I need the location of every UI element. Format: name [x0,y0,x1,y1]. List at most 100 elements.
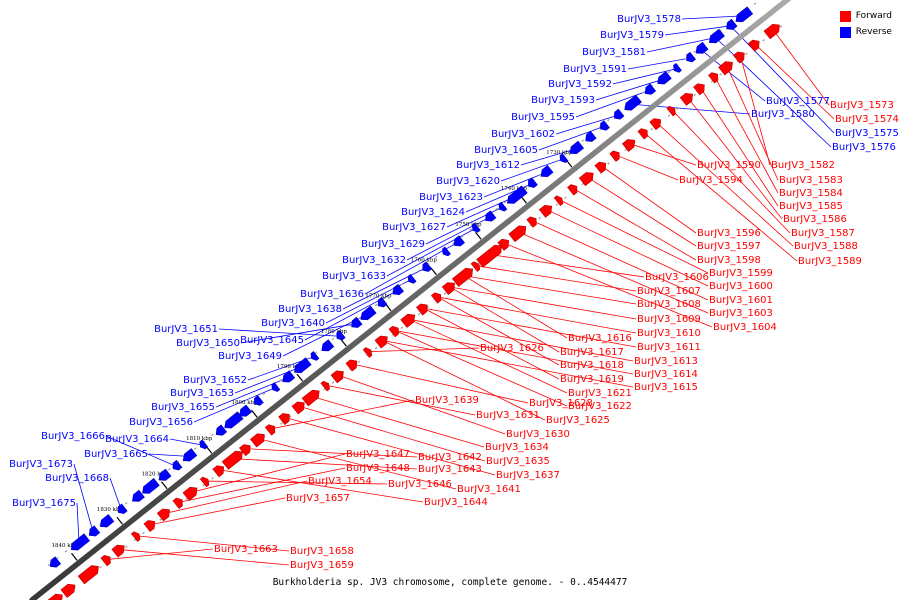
gene-label: BurJV3_1641 [457,484,521,495]
gene-label: BurJV3_1625 [546,415,610,426]
gene-label: BurJV3_1631 [476,410,540,421]
leader-line [409,318,568,394]
reverse-gene-arrow [624,94,642,111]
leader-line [179,467,346,503]
track-marker [280,422,283,425]
reverse-gene-arrow [282,370,296,383]
gene-label: BurJV3_1607 [637,286,701,297]
reverse-gene-arrow [88,525,101,537]
track-marker [443,292,447,295]
leader-line [246,448,418,458]
reverse-gene-arrow [215,424,228,436]
reverse-gene-arrow [392,283,404,295]
tick-label: 1750 kbp [455,222,482,228]
forward-gene-arrow [111,544,125,558]
forward-gene-arrow [538,205,553,218]
forward-gene-arrow [239,444,251,457]
genome-caption: Burkholderia sp. JV3 chromosome, complet… [272,577,628,588]
leader-line [191,453,346,493]
track-marker [719,73,722,76]
gene-label: BurJV3_1650 [176,338,240,349]
forward-gene-arrow [508,225,527,243]
track-marker [47,563,51,567]
reverse-gene-arrow [117,503,128,514]
gene-label: BurJV3_1626 [480,343,544,354]
leader-line [215,377,288,408]
track-marker [478,221,481,224]
gene-label: BurJV3_1635 [486,456,550,467]
leader-line [755,44,835,120]
leader-line [555,115,618,135]
forward-gene-arrow [708,72,719,84]
track-marker [555,159,559,163]
track-marker [142,531,145,535]
leader-line [73,463,94,533]
forward-gene-arrow [345,359,358,372]
tick-mark [296,373,304,382]
forward-gene-arrow [718,61,733,76]
leader-line [627,57,690,70]
leader-line [219,469,424,503]
leader-line [726,66,779,181]
tick-label: 1820 kbp [141,471,168,477]
gene-label: BurJV3_1579 [600,30,664,41]
leader-line [656,122,794,247]
leader-line [520,148,576,166]
leader-line [595,78,664,101]
reverse-gene-arrow [132,489,145,502]
legend-forward-label: Forward [855,11,892,21]
leader-line [538,126,604,151]
gene-label: BurJV3_1657 [286,493,350,504]
gene-label: BurJV3_1665 [84,449,148,460]
gene-label: BurJV3_1654 [308,476,372,487]
reverse-swatch [839,26,851,38]
leader-line [437,296,637,334]
gene-label: BurJV3_1622 [568,401,632,412]
gene-label: BurJV3_1602 [491,129,555,140]
forward-swatch [839,10,851,22]
reverse-gene-arrow [540,164,554,178]
gene-label: BurJV3_1590 [697,160,761,171]
tick-label: 1830 kbp [97,507,124,513]
track-marker [667,114,671,117]
reverse-gene-arrow [657,71,672,85]
gene-label: BurJV3_1629 [361,239,425,250]
reverse-gene-arrow [224,411,244,429]
leader-line [368,347,480,353]
legend-reverse-label: Reverse [855,27,892,37]
track-marker [262,392,266,396]
leader-line [449,286,637,320]
gene-label: BurJV3_1652 [183,375,247,386]
leader-line [164,480,308,514]
gene-label: BurJV3_1619 [560,374,624,385]
forward-gene-arrow [637,128,648,140]
forward-gene-arrow [452,267,473,287]
leader-line [730,25,835,134]
gene-label: BurJV3_1582 [771,160,835,171]
track-marker [168,467,171,471]
leader-line [105,435,177,467]
leader-line [449,286,560,353]
leader-line [629,143,697,166]
leader-line [218,328,340,337]
track-marker [383,296,386,300]
gene-label: BurJV3_1659 [290,560,354,571]
track-marker [460,235,464,238]
tick-mark [116,516,123,525]
forward-gene-arrow [60,583,76,598]
track-marker [331,381,335,384]
reverse-gene-arrow [422,261,433,272]
leader-line [285,417,496,476]
gene-label: BurJV3_1589 [798,256,862,267]
reverse-gene-arrow [49,556,62,568]
gene-label: BurJV3_1600 [709,281,773,292]
gene-label: BurJV3_1617 [560,347,624,358]
leader-line [395,330,634,375]
gene-label: BurJV3_1663 [214,544,278,555]
tick-mark [71,552,78,561]
forward-gene-arrow [143,520,156,532]
reverse-gene-arrow [498,201,508,212]
tick-label: 1780 kbp [321,329,348,335]
leader-line [382,340,546,421]
gene-label: BurJV3_1605 [474,145,538,156]
